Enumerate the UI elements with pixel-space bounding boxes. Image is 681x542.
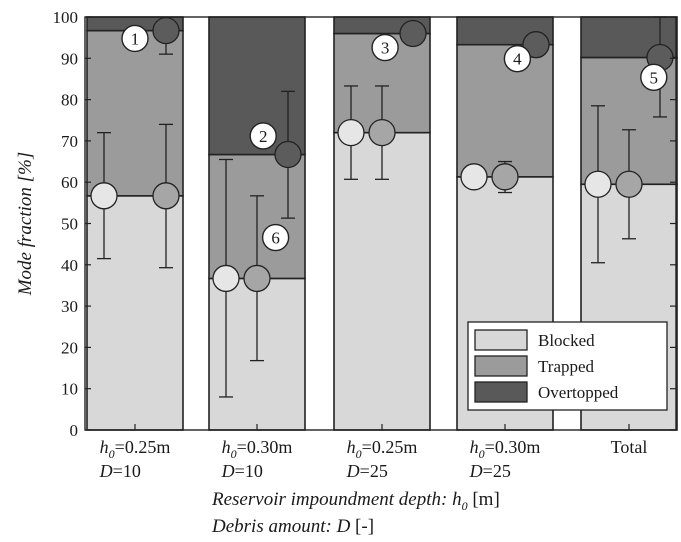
x-category-label-3: h0=0.25m [347, 437, 418, 461]
legend-swatch-blocked [474, 329, 528, 351]
bar-trapped-1 [86, 29, 184, 197]
y-tick-label-50: 50 [61, 215, 78, 234]
marker-7 [337, 118, 365, 147]
annotation-6: 6 [271, 229, 280, 248]
x-axis-label-1: Reservoir impoundment depth: h0 [m] [211, 489, 500, 513]
legend: Blocked Trapped Overtopped [467, 321, 668, 411]
y-tick-label-20: 20 [61, 338, 78, 357]
y-tick-label-60: 60 [61, 173, 78, 192]
marker-2 [152, 182, 180, 210]
marker-1 [90, 182, 118, 210]
annotation-circle-5 [640, 63, 668, 91]
legend-label-overtopped: Overtopped [538, 383, 619, 402]
x-category-label-2: h0=0.30m [222, 437, 293, 461]
marker-11 [491, 163, 519, 191]
marker-13 [584, 170, 612, 198]
marker-14 [615, 170, 643, 198]
annotation-circle-1 [121, 24, 149, 53]
legend-swatch-trapped [474, 355, 528, 377]
x-category-sublabel-4: D=25 [469, 461, 511, 481]
y-tick-label-0: 0 [70, 421, 79, 440]
y-tick-label-100: 100 [53, 8, 79, 27]
marker-4 [212, 264, 240, 293]
marker-3 [152, 16, 180, 45]
legend-label-blocked: Blocked [538, 331, 595, 350]
annotation-circle-6 [261, 223, 290, 252]
x-axis-label-2: Debris amount: D [-] [211, 516, 374, 537]
annotation-circle-3 [371, 33, 399, 62]
x-category-label-4: h0=0.30m [470, 437, 541, 461]
y-tick-label-80: 80 [61, 91, 78, 110]
annotation-circle-2 [249, 122, 277, 150]
marker-10 [460, 163, 488, 191]
x-category-sublabel-1: D=10 [99, 461, 141, 481]
y-axis-label: Mode fraction [%] [15, 152, 36, 297]
marker-5 [243, 264, 271, 293]
marker-12 [522, 31, 550, 59]
legend-swatch-overtopped [474, 381, 528, 403]
bar-blocked-1 [86, 195, 184, 431]
x-category-sublabel-3: D=25 [346, 461, 388, 481]
marker-9 [399, 19, 427, 48]
annotation-1: 1 [131, 29, 140, 48]
annotation-circle-4 [503, 45, 532, 73]
y-tick-label-30: 30 [61, 297, 78, 316]
marker-8 [368, 118, 396, 147]
x-category-label-1: h0=0.25m [100, 437, 171, 461]
y-tick-label-10: 10 [61, 380, 78, 399]
y-tick-label-90: 90 [61, 49, 78, 68]
marker-6 [274, 140, 302, 169]
annotation-5: 5 [650, 68, 659, 87]
annotation-2: 2 [259, 127, 268, 146]
y-tick-label-40: 40 [61, 256, 78, 275]
annotation-3: 3 [381, 39, 390, 58]
x-category-label-5: Total [611, 437, 648, 457]
legend-label-trapped: Trapped [538, 357, 595, 376]
x-category-sublabel-2: D=10 [221, 461, 263, 481]
y-tick-label-70: 70 [61, 132, 78, 151]
annotation-4: 4 [513, 50, 522, 69]
